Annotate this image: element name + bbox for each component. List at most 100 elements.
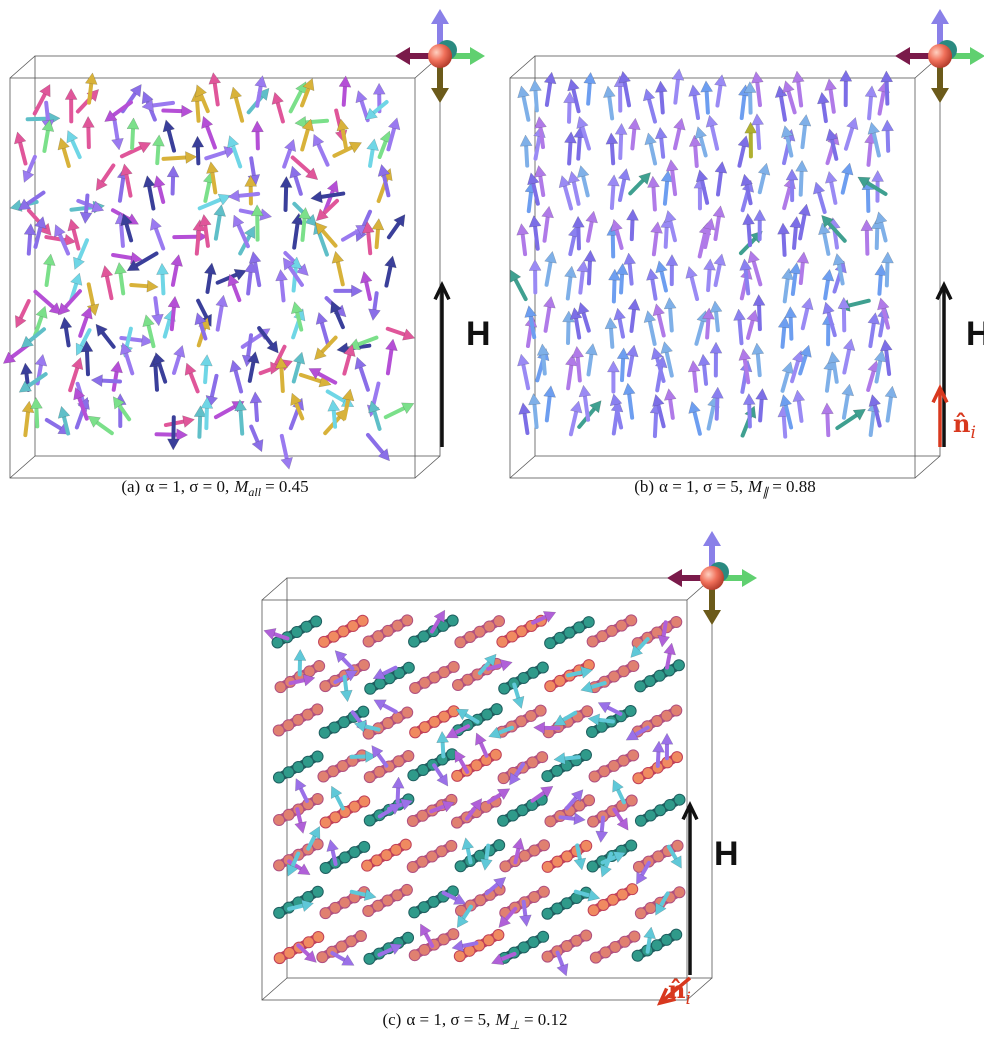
spin-shaft xyxy=(583,313,588,331)
spin-shaft xyxy=(89,284,93,305)
spin-bead xyxy=(671,705,682,716)
spin-shaft xyxy=(535,226,538,248)
spin-bead xyxy=(314,661,325,672)
spin-shaft xyxy=(793,273,796,293)
spin-shaft xyxy=(802,125,805,147)
spin-shaft xyxy=(569,143,570,164)
spin-shaft xyxy=(823,103,826,121)
spin-shaft xyxy=(740,320,742,343)
spin-head xyxy=(655,81,667,92)
spin-shaft xyxy=(481,743,487,756)
spin-head xyxy=(780,395,792,407)
spin-shaft xyxy=(345,677,347,691)
spin-shaft xyxy=(322,338,336,352)
box-edge xyxy=(262,578,287,600)
spin-bead xyxy=(312,886,323,897)
spin-head xyxy=(626,345,638,357)
spin-head xyxy=(462,838,474,850)
spin-bead xyxy=(357,615,368,626)
spin-head xyxy=(228,190,240,202)
spin-head xyxy=(577,166,589,178)
spin-shaft xyxy=(648,938,650,952)
spin-shaft xyxy=(784,187,790,208)
spin-bead xyxy=(673,660,684,671)
box-edge xyxy=(510,456,535,478)
spin-shaft xyxy=(282,280,284,300)
caption-symbol: M xyxy=(233,477,249,496)
spin-shaft xyxy=(251,158,254,175)
spin-shaft xyxy=(547,397,550,421)
spin-bead xyxy=(626,615,637,626)
spin-shaft xyxy=(233,285,239,301)
spin-shaft xyxy=(545,217,548,241)
spin-shaft xyxy=(784,417,785,437)
spin-shaft xyxy=(620,134,621,158)
spin-shaft xyxy=(164,157,186,158)
spin-shaft xyxy=(759,305,760,329)
panel: H(a)α = 1, σ = 0,Mall= 0.45 xyxy=(3,9,490,499)
spin-bead xyxy=(447,615,458,626)
spin-bead xyxy=(358,706,369,717)
spin-head xyxy=(596,831,608,843)
spin-head xyxy=(875,212,887,224)
triad-left-head xyxy=(667,569,682,587)
spin-shaft xyxy=(102,166,113,182)
spin-shaft xyxy=(707,92,708,113)
caption-subscript: ⊥ xyxy=(510,1018,520,1032)
spin-shaft xyxy=(791,318,792,339)
spin-head xyxy=(65,89,77,100)
normal-base: n̂ xyxy=(668,975,685,1004)
spin-head xyxy=(452,940,464,952)
spin-head xyxy=(230,360,242,372)
spin-shaft xyxy=(578,357,580,380)
spin-shaft xyxy=(760,174,764,192)
spin-shaft xyxy=(255,262,259,285)
spin-shaft xyxy=(200,200,221,209)
spin-head xyxy=(607,175,619,186)
triad-right-head xyxy=(742,569,757,587)
spin-shaft xyxy=(515,280,525,299)
spin-head xyxy=(751,72,763,84)
spin-shaft xyxy=(131,285,147,286)
spin-shaft xyxy=(388,350,392,373)
spin-shaft xyxy=(282,436,287,459)
spin-shaft xyxy=(198,147,199,163)
spin-bead xyxy=(402,615,413,626)
spin-bead xyxy=(626,840,637,851)
spin-head xyxy=(825,171,837,183)
axis-triad xyxy=(395,9,485,103)
spin-head xyxy=(385,256,397,268)
spin-head xyxy=(534,722,545,734)
spin-shaft xyxy=(630,264,632,284)
spin-head xyxy=(828,352,840,364)
spin-head xyxy=(534,165,546,177)
axis-triad xyxy=(895,9,984,103)
spin-shaft xyxy=(568,365,571,388)
spin-shaft xyxy=(786,405,791,427)
spin-shaft xyxy=(155,367,157,390)
spin-head xyxy=(519,915,531,927)
spin-shaft xyxy=(87,352,88,375)
figure: H(a)α = 1, σ = 0,Mall= 0.45Hn̂i(b)α = 1,… xyxy=(0,0,984,1042)
spin-head xyxy=(85,73,97,85)
spin-head xyxy=(628,118,640,130)
box-edge xyxy=(915,456,940,478)
spin-shaft xyxy=(611,328,612,346)
spin-shaft xyxy=(199,417,200,437)
caption-label: (b) xyxy=(634,477,654,496)
spin-shaft xyxy=(463,943,477,946)
spin-head xyxy=(367,139,379,151)
spin-head xyxy=(606,133,618,144)
spin-head xyxy=(81,307,92,319)
spin-shaft xyxy=(377,229,378,247)
spin-shaft xyxy=(291,408,298,428)
spin-shaft xyxy=(760,399,762,420)
spin-shaft xyxy=(716,312,718,330)
spin-shaft xyxy=(529,192,531,211)
spin-head xyxy=(618,169,630,181)
spin-head xyxy=(535,117,547,129)
spin-shaft xyxy=(378,754,386,765)
spin-shaft xyxy=(785,279,788,301)
spin-bead xyxy=(400,839,411,850)
spin-head xyxy=(643,89,655,101)
